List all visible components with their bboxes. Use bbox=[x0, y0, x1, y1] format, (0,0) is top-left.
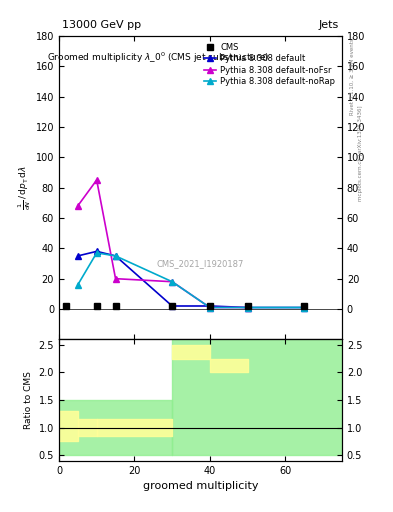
Pythia 8.308 default-noFsr bbox=[245, 305, 250, 311]
Pythia 8.308 default-noRap bbox=[302, 305, 307, 311]
CMS bbox=[113, 303, 118, 309]
Text: Groomed multiplicity $\lambda\_0^0$ (CMS jet substructure): Groomed multiplicity $\lambda\_0^0$ (CMS… bbox=[47, 51, 269, 66]
Pythia 8.308 default bbox=[302, 305, 307, 311]
Pythia 8.308 default bbox=[170, 303, 174, 309]
Pythia 8.308 default-noRap bbox=[113, 253, 118, 259]
Y-axis label: $\frac{1}{\mathrm{d}N}\,/\,\mathrm{d}p_{\mathrm{T}}\,\mathrm{d}\lambda$: $\frac{1}{\mathrm{d}N}\,/\,\mathrm{d}p_{… bbox=[16, 165, 33, 210]
Text: Jets: Jets bbox=[319, 20, 339, 30]
Y-axis label: Ratio to CMS: Ratio to CMS bbox=[24, 371, 33, 429]
X-axis label: groomed multiplicity: groomed multiplicity bbox=[143, 481, 258, 491]
Pythia 8.308 default bbox=[245, 305, 250, 311]
Pythia 8.308 default-noFsr bbox=[170, 279, 174, 285]
Line: CMS: CMS bbox=[63, 303, 308, 309]
Pythia 8.308 default bbox=[208, 303, 212, 309]
Pythia 8.308 default bbox=[75, 253, 80, 259]
CMS bbox=[302, 303, 307, 309]
Pythia 8.308 default-noFsr bbox=[94, 177, 99, 183]
Text: mcplots.cern.ch [arXiv:1306.3436]: mcplots.cern.ch [arXiv:1306.3436] bbox=[358, 106, 363, 201]
Pythia 8.308 default-noRap bbox=[94, 250, 99, 256]
Text: Rivet 3.1.10, ≥ 3.4M events: Rivet 3.1.10, ≥ 3.4M events bbox=[350, 38, 355, 115]
Pythia 8.308 default-noRap bbox=[245, 305, 250, 311]
CMS bbox=[170, 303, 174, 309]
Pythia 8.308 default-noFsr bbox=[208, 305, 212, 311]
Pythia 8.308 default bbox=[94, 248, 99, 254]
Line: Pythia 8.308 default-noRap: Pythia 8.308 default-noRap bbox=[74, 249, 308, 311]
Pythia 8.308 default-noFsr bbox=[113, 275, 118, 282]
Pythia 8.308 default-noRap bbox=[208, 305, 212, 311]
Pythia 8.308 default-noRap bbox=[170, 279, 174, 285]
Pythia 8.308 default-noRap bbox=[75, 282, 80, 288]
CMS bbox=[245, 303, 250, 309]
Text: CMS_2021_I1920187: CMS_2021_I1920187 bbox=[157, 259, 244, 268]
CMS bbox=[208, 303, 212, 309]
Pythia 8.308 default bbox=[113, 253, 118, 259]
Line: Pythia 8.308 default-noFsr: Pythia 8.308 default-noFsr bbox=[74, 177, 251, 311]
Legend: CMS, Pythia 8.308 default, Pythia 8.308 default-noFsr, Pythia 8.308 default-noRa: CMS, Pythia 8.308 default, Pythia 8.308 … bbox=[201, 40, 338, 89]
CMS bbox=[94, 303, 99, 309]
CMS bbox=[64, 303, 69, 309]
Text: 13000 GeV pp: 13000 GeV pp bbox=[62, 20, 141, 30]
Pythia 8.308 default-noFsr bbox=[75, 203, 80, 209]
Line: Pythia 8.308 default: Pythia 8.308 default bbox=[74, 248, 308, 311]
